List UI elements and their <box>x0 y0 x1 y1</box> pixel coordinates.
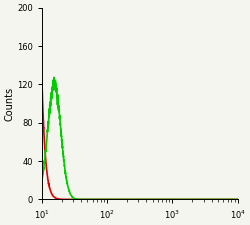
Y-axis label: Counts: Counts <box>4 86 14 121</box>
